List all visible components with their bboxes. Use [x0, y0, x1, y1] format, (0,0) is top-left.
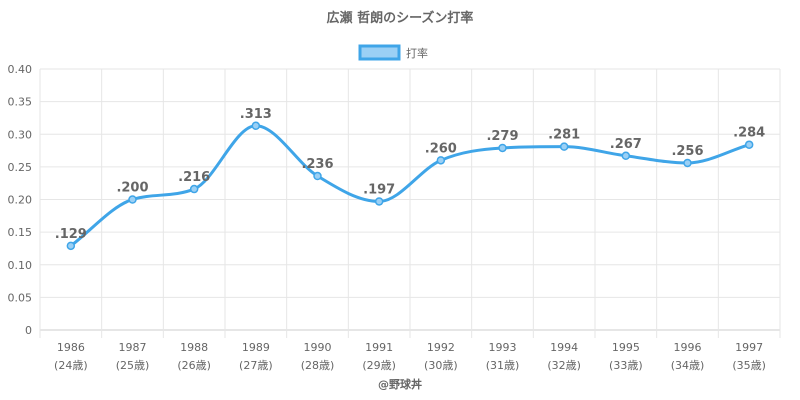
- data-label: .200: [116, 181, 148, 196]
- x-tick-sublabel: (31歳): [486, 359, 520, 372]
- x-tick-sublabel: (25歳): [116, 359, 150, 372]
- y-tick-label: 0.30: [8, 128, 33, 141]
- data-label: .216: [178, 170, 210, 185]
- x-tick-sublabel: (29歳): [362, 359, 396, 372]
- credit: @野球丼: [378, 377, 422, 391]
- x-tick-label: 1986: [57, 341, 85, 354]
- x-tick-label: 1991: [365, 341, 393, 354]
- legend-label: 打率: [406, 46, 428, 60]
- legend[interactable]: 打率: [358, 44, 428, 61]
- data-point[interactable]: [436, 156, 446, 165]
- x-tick-label: 1993: [489, 341, 517, 354]
- data-label: .197: [363, 182, 395, 197]
- data-point[interactable]: [66, 241, 76, 251]
- y-tick-label: 0.05: [8, 291, 33, 304]
- x-tick-sublabel: (34歳): [671, 359, 705, 372]
- data-point[interactable]: [374, 197, 384, 206]
- chart-title: 広瀬 哲朗のシーズン打率: [327, 10, 474, 26]
- data-label: .129: [55, 227, 87, 242]
- data-point[interactable]: [744, 140, 754, 149]
- data-point[interactable]: [559, 142, 569, 151]
- data-point[interactable]: [251, 121, 261, 131]
- x-tick-sublabel: (28歳): [301, 359, 335, 372]
- x-axis: 1986 (24歳) 1987 (25歳) 1988 (26歳) 1989 (27歳) 1990…: [54, 341, 766, 372]
- data-label: .284: [733, 126, 765, 141]
- y-tick-label: 0: [25, 324, 32, 337]
- data-label: .236: [301, 157, 333, 172]
- x-tick-label: 1996: [674, 341, 702, 354]
- x-tick-label: 1987: [119, 341, 147, 354]
- data-label: .260: [425, 141, 457, 156]
- y-tick-label: 0.20: [8, 194, 33, 207]
- data-point[interactable]: [683, 158, 692, 168]
- data-label: .281: [548, 128, 580, 143]
- data-label: .279: [486, 129, 518, 144]
- y-tick-label: 0.40: [8, 63, 33, 76]
- y-tick-label: 0.25: [8, 161, 33, 174]
- data-label: .256: [671, 144, 703, 159]
- x-tick-sublabel: (35歳): [732, 359, 766, 372]
- data-point[interactable]: [498, 143, 507, 153]
- x-tick-sublabel: (26歳): [177, 359, 211, 372]
- x-tick-label: 1994: [550, 341, 578, 354]
- x-tick-sublabel: (24歳): [54, 359, 88, 372]
- y-axis: 0 0.05 0.10 0.15 0.20 0.25 0.30 0.35 0.40: [8, 63, 33, 337]
- grid: [39, 68, 781, 338]
- x-tick-label: 1992: [427, 341, 455, 354]
- x-tick-sublabel: (27歳): [239, 359, 273, 372]
- legend-swatch: [358, 44, 401, 61]
- data-point[interactable]: [189, 184, 199, 194]
- x-tick-label: 1989: [242, 341, 270, 354]
- data-label: .313: [240, 107, 272, 122]
- x-tick-label: 1995: [612, 341, 640, 354]
- x-tick-sublabel: (32歳): [547, 359, 581, 372]
- x-tick-sublabel: (33歳): [609, 359, 643, 372]
- y-tick-label: 0.15: [8, 226, 33, 239]
- y-tick-label: 0.10: [8, 259, 33, 272]
- data-labels: .129 .200 .216 .313 .236 .197 .260 .279 .281 .267…: [55, 107, 765, 242]
- data-points: [66, 121, 754, 251]
- y-tick-label: 0.35: [8, 96, 33, 109]
- x-tick-label: 1997: [735, 341, 763, 354]
- x-tick-label: 1988: [180, 341, 208, 354]
- x-tick-sublabel: (30歳): [424, 359, 458, 372]
- data-point[interactable]: [128, 195, 137, 204]
- data-label: .267: [610, 137, 642, 152]
- data-point[interactable]: [621, 151, 631, 161]
- x-tick-label: 1990: [304, 341, 332, 354]
- data-point[interactable]: [313, 171, 322, 181]
